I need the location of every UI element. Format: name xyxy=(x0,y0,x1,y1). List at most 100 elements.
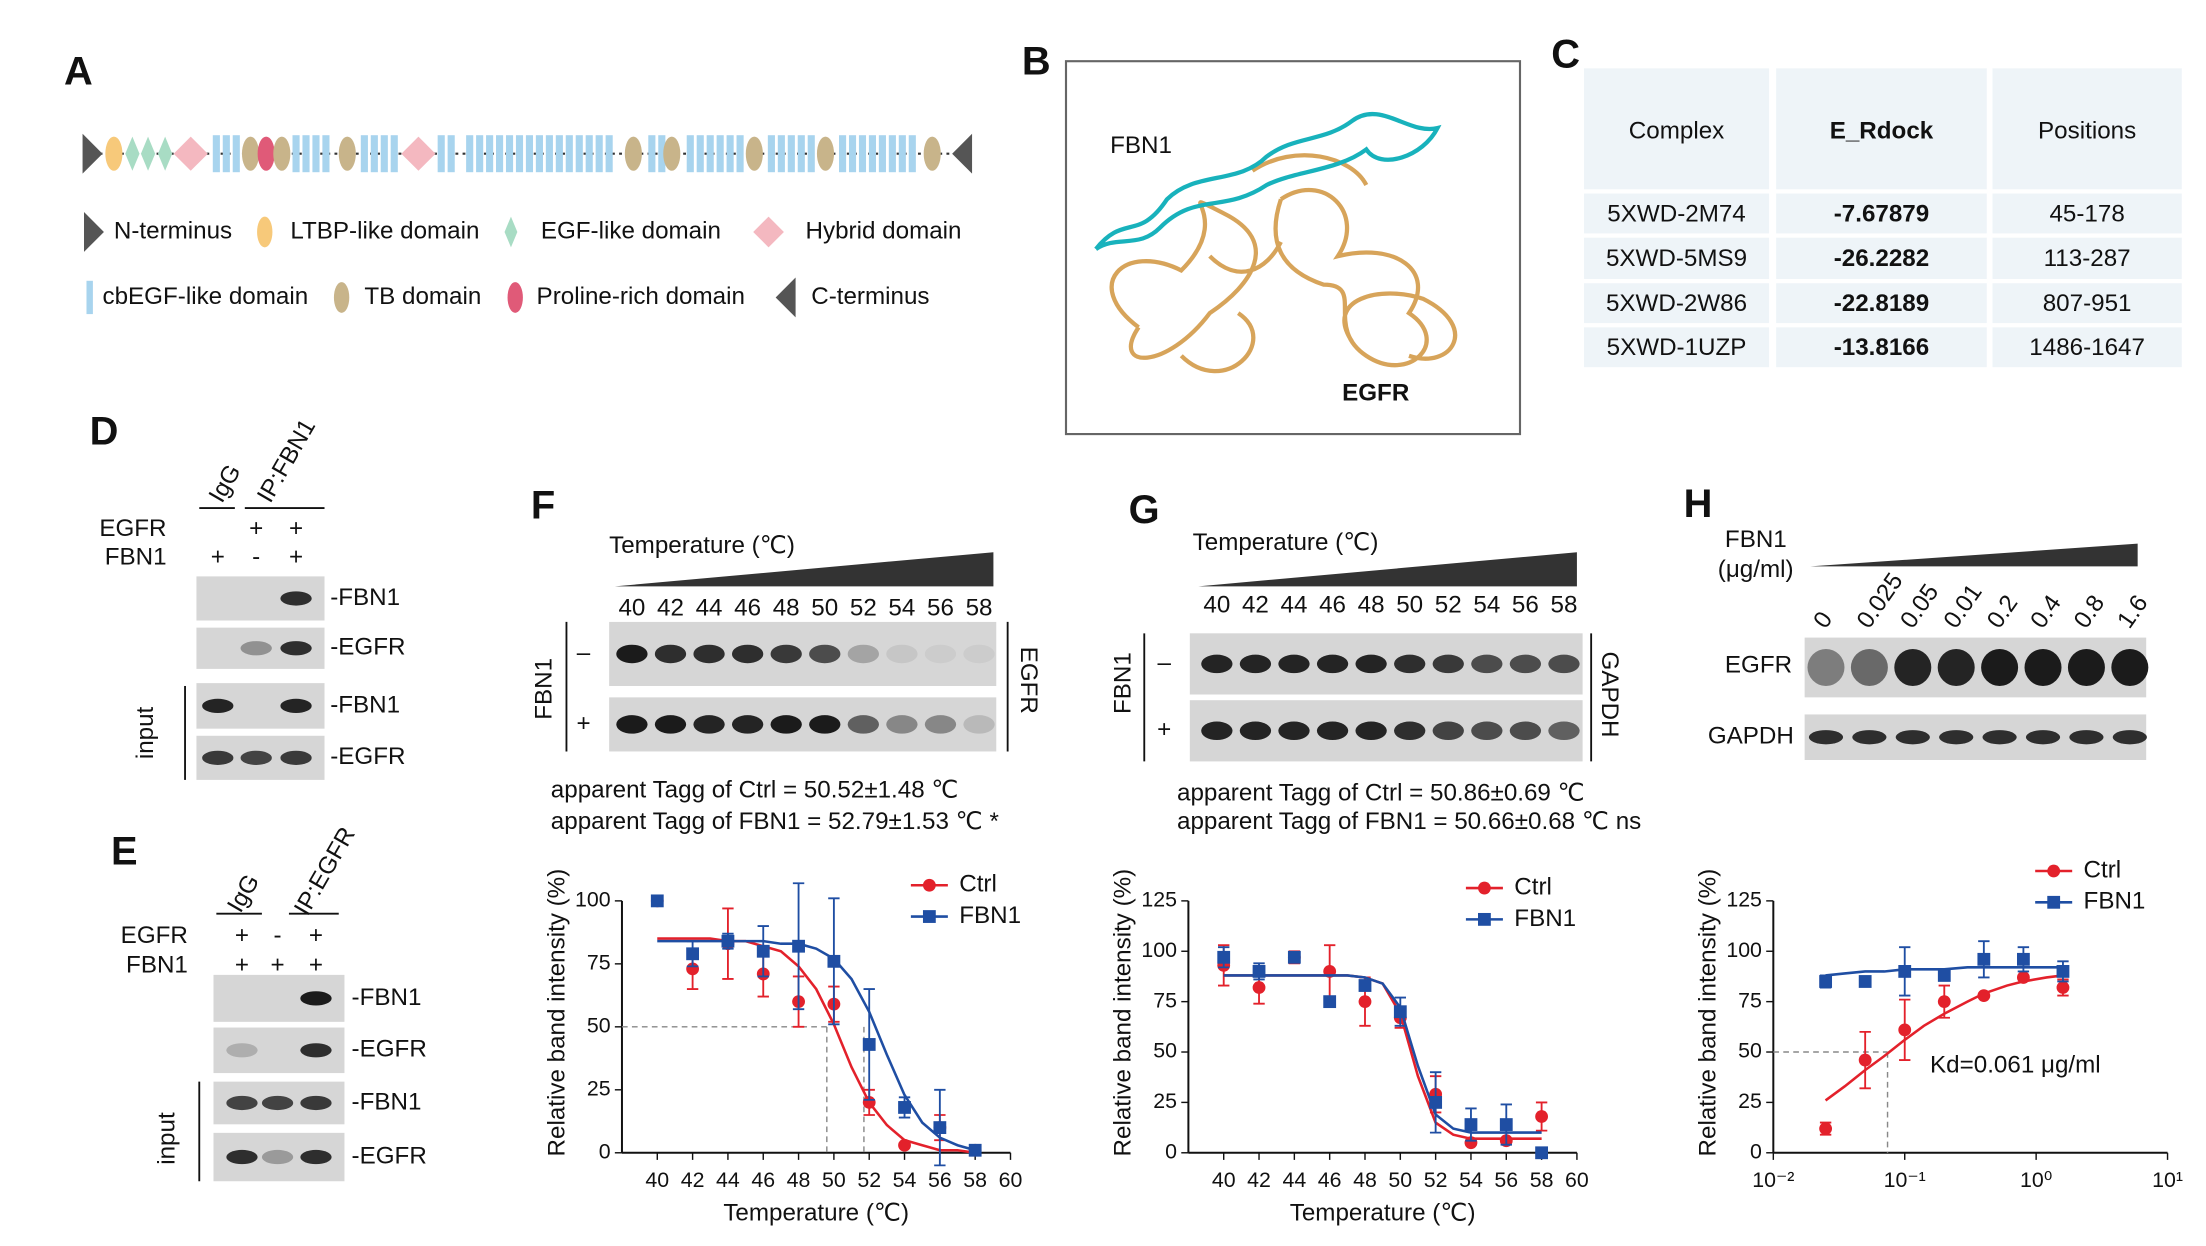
point xyxy=(898,1101,911,1114)
y-tick-label: 100 xyxy=(575,888,611,912)
band xyxy=(1982,730,2017,745)
lane-label: 40 xyxy=(1203,592,1230,619)
band xyxy=(654,644,687,664)
band xyxy=(1432,654,1464,674)
band xyxy=(1239,654,1272,674)
legend-label: Hybrid domain xyxy=(806,217,962,244)
band xyxy=(1201,721,1233,741)
cbegf-domain xyxy=(525,135,534,173)
band xyxy=(300,991,332,1006)
point xyxy=(898,1138,911,1152)
legend-label: FBN1 xyxy=(2084,888,2146,915)
y-tick-label: 50 xyxy=(587,1013,611,1037)
hybrid-domain xyxy=(173,136,208,171)
cbegf-domain xyxy=(858,135,867,173)
band xyxy=(1895,730,1930,745)
band xyxy=(226,1149,258,1165)
lane-label: 42 xyxy=(1242,592,1269,619)
y-tick-label: 100 xyxy=(1141,938,1177,962)
point xyxy=(1358,979,1372,992)
point xyxy=(1252,981,1266,994)
band xyxy=(1807,648,1845,686)
band-label: -EGFR xyxy=(330,743,405,770)
lane-label: 0.2 xyxy=(1982,590,2023,633)
point xyxy=(2016,952,2030,966)
band xyxy=(616,715,648,734)
y-tick-label: 0 xyxy=(1750,1139,1762,1163)
cbegf-domain xyxy=(86,280,93,315)
band-label: GAPDH xyxy=(1708,723,1794,750)
cbegf-domain xyxy=(807,135,815,173)
domain-oval xyxy=(624,136,642,171)
table-cell xyxy=(1776,283,1987,324)
band xyxy=(226,1043,258,1058)
y-tick-label: 50 xyxy=(1738,1039,1762,1063)
panel-label: B xyxy=(1022,40,1051,84)
n-terminus xyxy=(82,133,103,174)
domain-oval xyxy=(273,136,291,171)
point xyxy=(968,1143,982,1157)
egf-domain xyxy=(504,216,518,248)
legend-marker xyxy=(2047,864,2061,878)
domain-oval xyxy=(257,136,275,171)
sign: + xyxy=(289,515,303,542)
lane-label: 48 xyxy=(773,595,800,622)
domain-oval xyxy=(923,136,941,171)
cbegf-domain xyxy=(222,135,230,173)
table-cell xyxy=(1992,283,2182,324)
y-tick-label: 25 xyxy=(587,1076,611,1100)
band xyxy=(963,644,995,664)
table-cell-text: -7.67879 xyxy=(1834,200,1930,227)
table-cell xyxy=(1992,237,2182,279)
row-label: FBN1 xyxy=(531,658,558,720)
structure-label: EGFR xyxy=(1342,380,1409,407)
band xyxy=(1509,654,1542,674)
panel-label: F xyxy=(531,484,555,528)
band xyxy=(1509,721,1542,741)
point xyxy=(827,954,841,968)
band xyxy=(202,750,234,765)
panel-label: E xyxy=(111,829,138,873)
point xyxy=(1937,969,1951,982)
point xyxy=(1393,1005,1407,1019)
y-tick-label: 25 xyxy=(1153,1089,1177,1113)
x-tick-label: 60 xyxy=(999,1168,1023,1192)
lane-label: 52 xyxy=(850,595,877,622)
band xyxy=(1852,730,1887,745)
x-tick-label: 48 xyxy=(1353,1168,1377,1192)
gradient-wedge xyxy=(1198,552,1577,587)
band xyxy=(1394,654,1426,674)
band xyxy=(280,591,312,606)
point xyxy=(1464,1118,1478,1131)
domain-oval xyxy=(105,136,123,171)
sign: + xyxy=(289,543,303,570)
band xyxy=(847,715,879,734)
lane-label: 40 xyxy=(618,595,645,622)
row-sign: – xyxy=(577,639,591,666)
cbegf-domain xyxy=(716,135,724,173)
point xyxy=(1898,1023,1912,1037)
cbegf-domain xyxy=(496,135,504,173)
point xyxy=(686,947,700,961)
table-cell xyxy=(1584,68,1770,190)
band xyxy=(2067,648,2105,686)
lane-label: 0.01 xyxy=(1939,579,1988,633)
legend-label: Ctrl xyxy=(1514,873,1552,900)
x-tick-label: 10⁻¹ xyxy=(1884,1168,1926,1192)
x-tick-label: 44 xyxy=(1282,1168,1306,1192)
row-label: FBN1 xyxy=(105,543,167,570)
y-tick-label: 50 xyxy=(1153,1039,1177,1063)
domain-oval xyxy=(663,136,681,171)
row-label: EGFR xyxy=(99,515,166,542)
y-tick-label: 100 xyxy=(1726,938,1762,962)
cbegf-domain xyxy=(312,135,320,173)
sign: + xyxy=(249,515,263,542)
protein-label: GAPDH xyxy=(1596,652,1623,738)
band xyxy=(809,644,841,664)
y-axis-label: Relative band intensity (%) xyxy=(1695,869,1722,1157)
cbegf-domain xyxy=(370,135,378,173)
point xyxy=(650,894,664,908)
annotation: Kd=0.061 μg/ml xyxy=(1930,1052,2101,1079)
band xyxy=(1548,721,1580,741)
